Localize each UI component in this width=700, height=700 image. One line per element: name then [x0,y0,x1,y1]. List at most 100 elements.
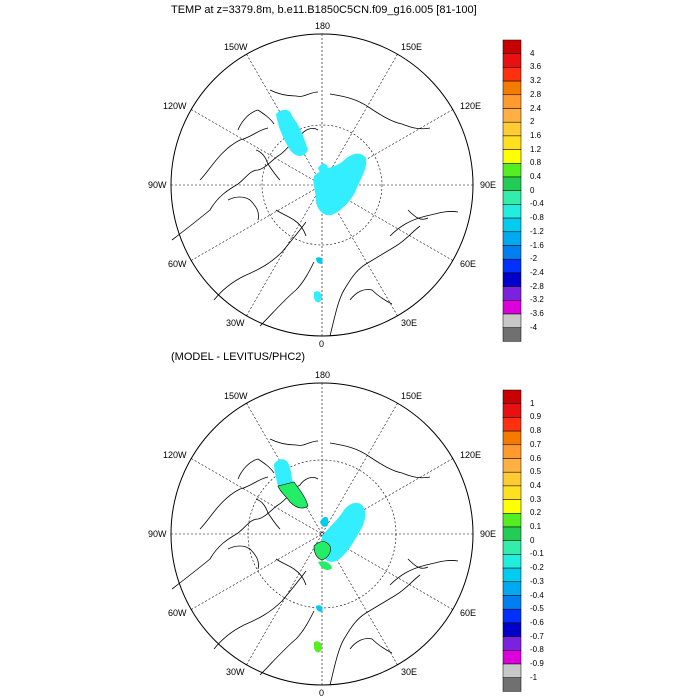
colorbar-tick-label: -0.8 [530,645,544,655]
panel1-lon-label-60e: 60E [460,259,477,269]
colorbar-tick-label: 3.6 [530,62,542,72]
panel2-coastlines [171,438,459,686]
colorbar-swatch [502,403,522,418]
colorbar-swatch [502,80,522,96]
colorbar-tick-label: -2.4 [530,267,544,277]
colorbar-tick-label: 0.5 [530,467,542,477]
colorbar-tick-label: 2 [530,117,535,127]
panel2-lon-label-90e: 90E [480,529,497,539]
colorbar-tick-label: 0.9 [530,412,542,422]
colorbar-swatch [502,190,522,205]
panel1-map [170,33,474,337]
colorbar-tick-label: -0.7 [530,631,544,641]
colorbar-swatch [502,286,522,301]
panel1-lon-label-120e: 120E [460,101,482,111]
colorbar-tick-label: 0.4 [530,480,542,490]
colorbar-swatch [502,53,522,68]
colorbar-swatch [502,471,522,487]
colorbar-tick-label: -0.2 [530,563,544,573]
panel2-title: (MODEL - LEVITUS/PHC2) [171,351,306,363]
colorbar-tick-label: 2.4 [530,103,542,113]
colorbar-tick-label: 1.6 [530,130,542,140]
panel2-lon-label-90w: 90W [148,529,167,539]
colorbar-swatch [502,540,522,555]
panel1-lon-label-90w: 90W [148,180,167,190]
colorbar-tick-label: -2.8 [530,281,544,291]
colorbar-swatch [502,677,522,692]
panel1-temperature-fill [276,109,367,303]
colorbar-swatch [502,258,522,274]
colorbar-swatch [502,67,522,82]
panel2-lon-label-30w: 30W [226,667,245,677]
colorbar-tick-label: 0.8 [530,426,542,436]
colorbar-tick-label: 0.8 [530,158,542,168]
colorbar-swatch [502,327,522,342]
colorbar-swatch [502,636,522,651]
panel2-lon-label-0: 0 [319,688,325,698]
colorbar-swatch [502,39,522,54]
colorbar-tick-label: 0 [530,535,535,545]
colorbar-tick-label: -0.9 [530,659,544,668]
colorbar-tick-label: 1 [530,398,535,408]
panel2-lon-label-30e: 30E [401,667,418,677]
colorbar-swatch [502,430,522,446]
colorbar-tick-label: -1 [530,672,538,682]
colorbar-swatch [502,313,522,328]
panel1-lon-label-90e: 90E [480,180,497,190]
panel2-lon-label-120w: 120W [163,450,187,460]
colorbar-tick-label: -0.4 [530,590,544,600]
colorbar-swatch [502,94,522,109]
colorbar-tick-label: -2 [530,254,538,264]
colorbar-tick-label: -0.3 [530,576,544,586]
colorbar-tick-label: -0.6 [530,617,544,627]
colorbar-tick-label: 0.3 [530,494,542,504]
panel2-lon-label-150e: 150E [401,391,423,401]
panel2-lon-label-60e: 60E [460,608,477,618]
colorbar-swatch [502,526,522,541]
colorbar-tick-label: 0.6 [530,453,542,463]
colorbar-swatch [502,554,522,569]
colorbar-tick-label: 3.2 [530,76,542,86]
colorbar-swatch [502,121,522,137]
panel2-colorbar [502,389,522,692]
colorbar-swatch [502,567,522,583]
colorbar-swatch [502,458,522,473]
colorbar-tick-label: 0.2 [530,508,542,518]
colorbar-tick-label: -0.5 [530,604,544,614]
colorbar-tick-label: -1.2 [530,226,544,236]
colorbar-swatch [502,108,522,123]
panel1-graticule [171,34,473,336]
colorbar-tick-label: -3.6 [530,309,544,318]
panel1-lon-label-120w: 120W [163,101,187,111]
colorbar-swatch [502,485,522,500]
colorbar-tick-label: -0.8 [530,213,544,223]
panel2-lon-label-180: 180 [315,370,331,380]
colorbar-swatch [502,217,522,233]
colorbar-swatch [502,513,522,528]
panel2-difference-fill [274,459,366,653]
colorbar-tick-label: 0.4 [530,172,542,181]
colorbar-tick-label: 4 [530,48,535,58]
panel1-lon-label-180: 180 [315,21,331,31]
panel1-lon-label-60w: 60W [168,259,187,269]
colorbar-swatch [502,163,522,178]
colorbar-swatch [502,135,522,150]
colorbar-swatch [502,300,522,315]
colorbar-tick-label: 0.1 [530,522,542,531]
panel1-title: TEMP at z=3379.8m, b.e11.B1850C5CN.f09_g… [171,4,477,16]
colorbar-tick-label: -3.2 [530,295,544,305]
panel1-lon-label-150w: 150W [224,42,248,52]
panel2-lon-label-120e: 120E [460,450,482,460]
colorbar-swatch [502,581,522,596]
colorbar-swatch [502,389,522,404]
colorbar-swatch [502,650,522,665]
colorbar-swatch [502,444,522,459]
colorbar-tick-label: -4 [530,322,538,332]
colorbar-swatch [502,663,522,678]
colorbar-tick-label: -0.1 [530,549,544,559]
colorbar-swatch [502,622,522,637]
colorbar-tick-label: 1.2 [530,144,542,154]
colorbar-tick-label: 0.7 [530,439,542,449]
panel2-lon-label-60w: 60W [168,608,187,618]
